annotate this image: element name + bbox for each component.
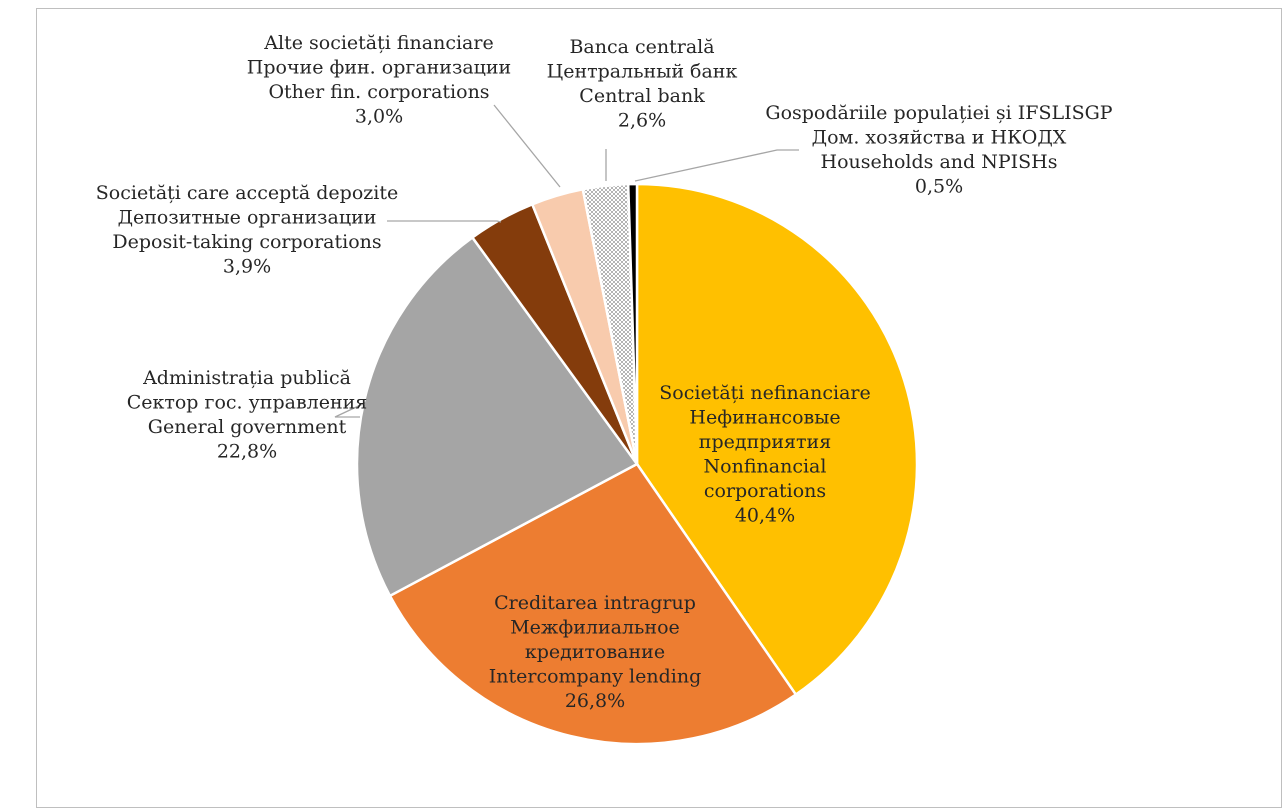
slice-value-label: 3,0% [355, 106, 403, 128]
slice-label-line: Alte societăți financiare [263, 32, 493, 54]
slice-label-line: Households and NPISHs [821, 151, 1058, 173]
pie-slice-2 [388, 462, 798, 746]
slice-label-line: Gospodăriile populației și IFSLISGP [765, 102, 1112, 124]
slice-label-line: corporations [704, 480, 826, 502]
chart-frame: Societăți nefinanciare Нефинансовые предпр… [36, 8, 1282, 808]
slice-label-line: предприятия [699, 431, 831, 453]
pie-slice-1 [635, 182, 919, 697]
slice-label-line: Central bank [579, 85, 705, 107]
slice-label-line: Societăți nefinanciare [659, 382, 870, 404]
slice-label-4: Societăți care acceptă depozite Депозитны… [96, 182, 398, 278]
leader-line-5 [493, 104, 561, 188]
slice-value-label: 22,8% [217, 441, 277, 463]
slice-value-label: 2,6% [618, 110, 666, 132]
slice-label-3: Administrația publică Сектор гос. управле… [127, 367, 368, 463]
slice-value-label: 3,9% [223, 256, 271, 278]
pie-slice-7 [626, 182, 639, 465]
slice-label-2: Creditarea intragrup Межфилиальное кредито… [489, 592, 702, 712]
slice-label-line: Сектор гос. управления [127, 392, 368, 414]
slice-label-line: Прочие фин. организации [247, 57, 511, 79]
pie-chart: Societăți nefinanciare Нефинансовые предпр… [96, 32, 1113, 746]
slice-value-label: 40,4% [735, 505, 795, 527]
slice-label-line: Other fin. corporations [268, 81, 489, 103]
leader-line-4 [387, 220, 502, 223]
slice-label-7: Gospodăriile populației și IFSLISGP Дом. … [765, 102, 1112, 198]
slice-label-1: Societăți nefinanciare Нефинансовые предпр… [659, 382, 870, 527]
slice-label-line: Дом. хозяйства и НКОДХ [812, 127, 1067, 149]
slice-value-label: 0,5% [915, 176, 963, 198]
slice-label-line: Administrația publică [142, 367, 351, 389]
slice-label-line: Deposit-taking corporations [112, 231, 381, 253]
slice-label-line: Creditarea intragrup [494, 592, 696, 614]
leader-line-7 [634, 149, 799, 182]
slice-label-line: Societăți care acceptă depozite [96, 182, 398, 204]
slice-label-line: General government [148, 416, 347, 438]
slice-label-line: Межфилиальное [510, 617, 680, 639]
slice-value-label: 26,8% [565, 690, 625, 712]
slice-label-line: Intercompany lending [489, 666, 702, 688]
slice-label-line: Banca centrală [569, 36, 714, 58]
slice-label-line: кредитование [525, 641, 665, 663]
pie-slice-3 [355, 235, 639, 598]
slice-label-line: Нефинансовые [689, 407, 840, 429]
slice-label-line: Депозитные организации [118, 207, 377, 229]
slice-label-line: Nonfinancial [704, 456, 827, 478]
slice-label-5: Alte societăți financiare Прочие фин. орг… [247, 32, 511, 128]
leader-line-3 [334, 401, 368, 418]
slice-label-line: Центральный банк [547, 61, 738, 83]
slice-label-6: Banca centrală Центральный банк Central ba… [547, 36, 738, 132]
